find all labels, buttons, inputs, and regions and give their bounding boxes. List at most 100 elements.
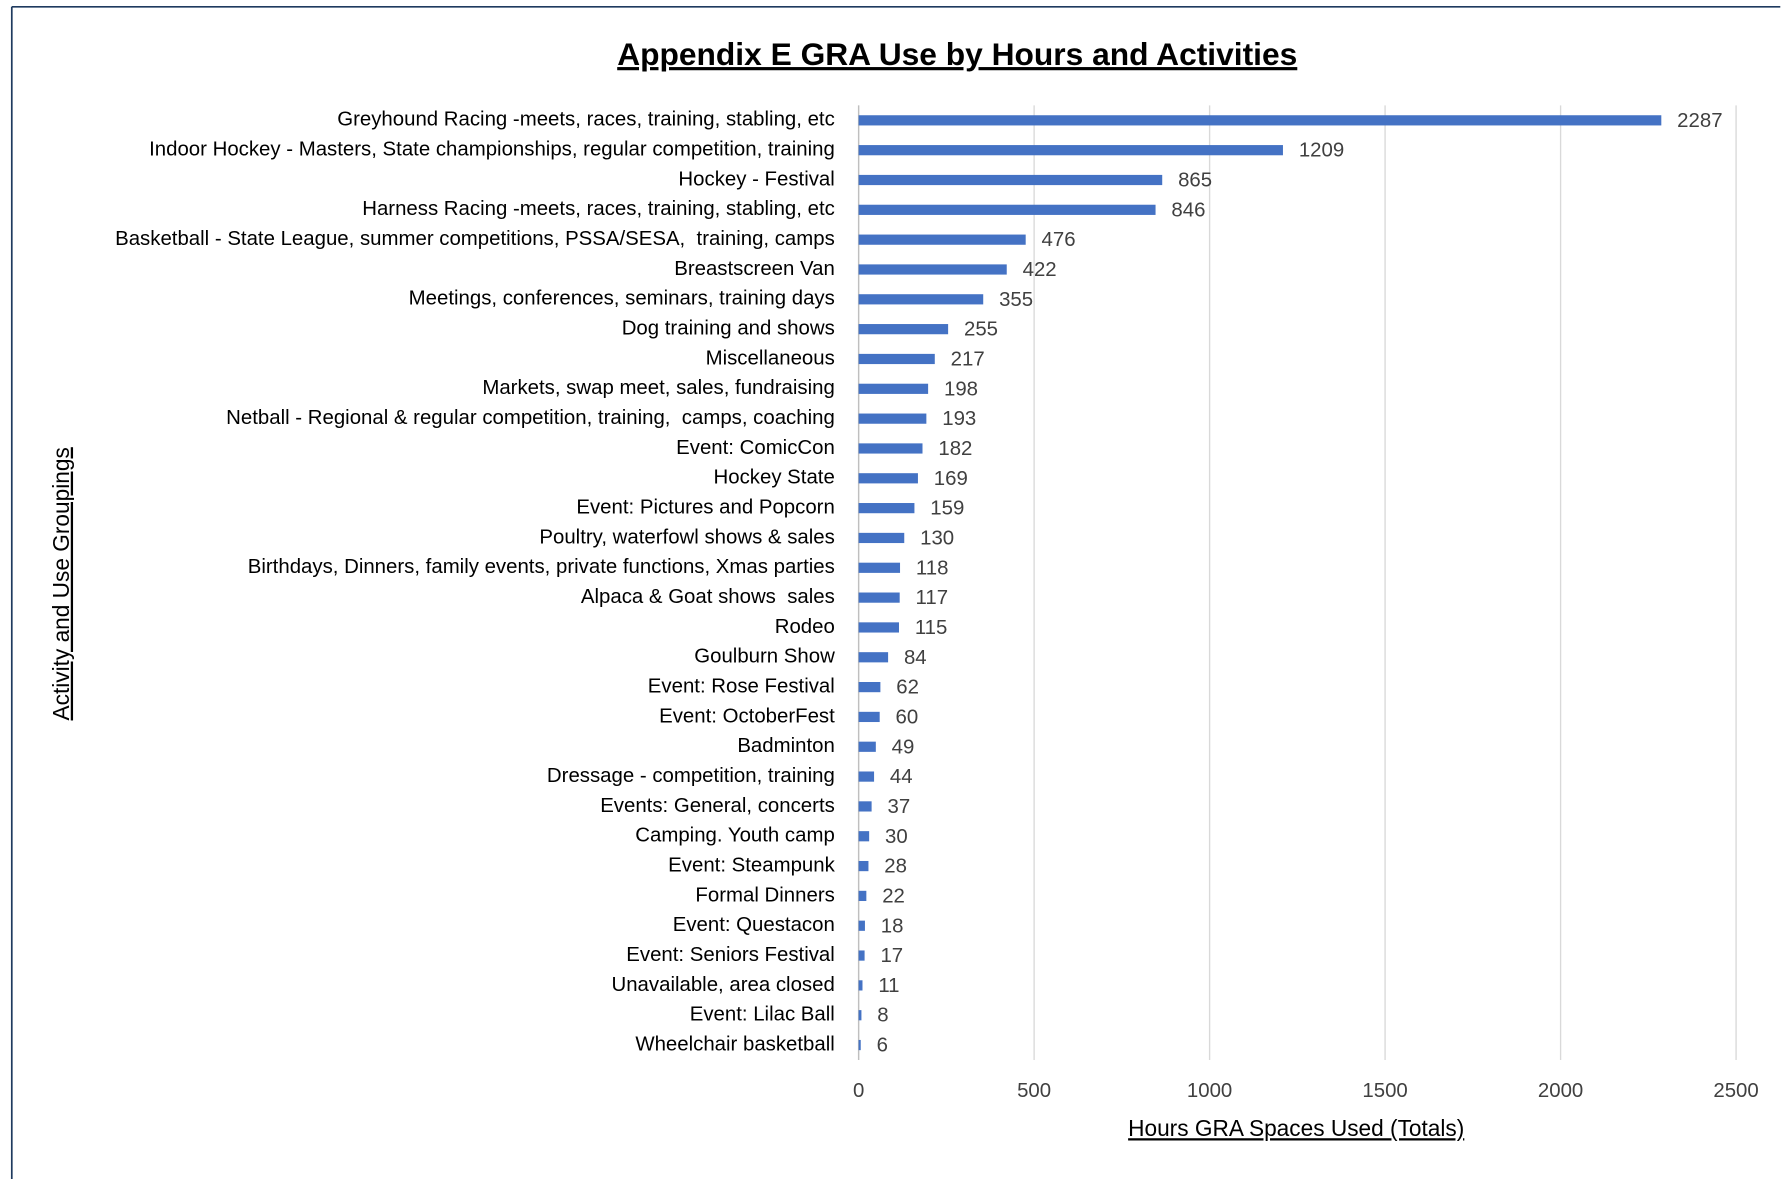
y-tick-label: Rodeo: [775, 616, 835, 638]
y-tick-label: Badminton: [737, 735, 834, 757]
bar: [858, 592, 900, 603]
data-label: 217: [951, 349, 985, 371]
bar: [858, 831, 870, 842]
x-tick-label: 1000: [1187, 1080, 1232, 1102]
bar: [858, 234, 1026, 245]
bar: [858, 204, 1156, 215]
data-label: 11: [878, 975, 899, 997]
y-tick-label: Hockey State: [714, 467, 835, 489]
bar: [858, 771, 875, 782]
y-tick-label: Dressage - competition, training: [547, 765, 835, 787]
bar: [858, 652, 889, 663]
x-tick-label: 0: [853, 1080, 864, 1102]
data-label: 30: [885, 826, 908, 848]
data-label: 476: [1042, 229, 1076, 251]
y-tick-label: Greyhound Racing -meets, races, training…: [337, 109, 835, 131]
data-label: 17: [880, 945, 903, 967]
data-label: 255: [964, 319, 998, 341]
data-label: 169: [934, 468, 968, 490]
y-tick-label: Camping. Youth camp: [635, 825, 835, 847]
chart-title: Appendix E GRA Use by Hours and Activiti…: [617, 36, 1297, 72]
bar: [858, 711, 880, 723]
data-label: 18: [881, 915, 904, 937]
data-label: 193: [942, 408, 976, 430]
x-tick-label: 1500: [1362, 1080, 1407, 1102]
bar: [858, 383, 929, 394]
bar: [858, 413, 927, 424]
y-tick-label: Indoor Hockey - Masters, State champions…: [149, 139, 835, 161]
x-tick-label: 2000: [1538, 1080, 1583, 1102]
y-tick-label: Markets, swap meet, sales, fundraising: [482, 377, 834, 399]
data-label: 198: [944, 378, 978, 400]
bar: [858, 503, 915, 514]
y-tick-label: Birthdays, Dinners, family events, priva…: [248, 556, 835, 578]
bar: [858, 174, 1163, 186]
data-label: 159: [930, 498, 964, 520]
data-label: 1209: [1299, 140, 1344, 162]
bar: [858, 950, 865, 961]
x-tick-label: 500: [1017, 1080, 1051, 1102]
data-label: 22: [882, 885, 905, 907]
x-tick-label: 2500: [1713, 1080, 1758, 1102]
data-label: 37: [887, 796, 910, 818]
bar: [858, 294, 984, 305]
bar: [858, 801, 872, 812]
bar: [858, 532, 905, 544]
bar: [858, 741, 876, 752]
bar: [858, 324, 949, 335]
bar: [858, 115, 1662, 126]
data-label: 422: [1023, 259, 1057, 281]
y-tick-label: Event: OctoberFest: [659, 705, 835, 727]
data-label: 130: [920, 527, 954, 549]
bar: [858, 353, 935, 365]
data-label: 62: [896, 677, 919, 699]
y-tick-label: Event: ComicCon: [676, 437, 835, 459]
bar: [858, 473, 918, 484]
y-tick-label: Event: Lilac Ball: [690, 1004, 835, 1026]
data-label: 115: [915, 617, 948, 639]
data-label: 355: [999, 289, 1033, 311]
y-tick-label: Harness Racing -meets, races, training, …: [362, 198, 835, 220]
bar: [858, 890, 867, 902]
y-tick-label: Netball - Regional & regular competition…: [226, 407, 835, 429]
bar: [858, 264, 1007, 275]
data-label: 49: [892, 736, 915, 758]
y-tick-label: Formal Dinners: [695, 884, 834, 906]
bar: [858, 1039, 861, 1051]
data-label: 84: [904, 647, 927, 669]
data-label: 182: [938, 438, 972, 460]
y-tick-label: Wheelchair basketball: [635, 1033, 834, 1055]
y-tick-label: Poultry, waterfowl shows & sales: [539, 526, 834, 548]
y-tick-label: Event: Steampunk: [668, 854, 835, 876]
data-label: 8: [877, 1005, 888, 1027]
bar: [858, 1010, 862, 1021]
y-tick-label: Events: General, concerts: [600, 795, 835, 817]
y-tick-label: Hockey - Festival: [678, 168, 834, 190]
bar: [858, 443, 923, 454]
y-tick-label: Meetings, conferences, seminars, trainin…: [409, 288, 835, 310]
data-label: 6: [877, 1035, 888, 1057]
x-axis-label: Hours GRA Spaces Used (Totals): [1128, 1115, 1464, 1141]
bar: [858, 980, 863, 991]
data-label: 28: [884, 856, 907, 878]
data-label: 117: [916, 587, 949, 609]
bar: [858, 860, 869, 872]
bar: [858, 622, 899, 633]
y-tick-label: Goulburn Show: [694, 646, 835, 668]
bar: [858, 562, 901, 573]
data-label: 60: [896, 706, 919, 728]
y-tick-label: Event: Seniors Festival: [626, 944, 835, 966]
y-tick-label: Unavailable, area closed: [612, 974, 835, 996]
data-label: 865: [1178, 170, 1212, 192]
data-label: 118: [916, 557, 949, 579]
y-tick-label: Miscellaneous: [706, 347, 835, 369]
bar: [858, 920, 865, 931]
y-tick-label: Basketball - State League, summer compet…: [115, 228, 835, 250]
y-tick-label: Alpaca & Goat shows sales: [581, 586, 835, 608]
y-tick-label: Event: Rose Festival: [648, 675, 835, 697]
y-tick-label: Event: Pictures and Popcorn: [576, 497, 834, 519]
data-label: 2287: [1677, 110, 1722, 132]
y-tick-label: Dog training and shows: [622, 318, 835, 340]
y-tick-label: Event: Questacon: [673, 914, 835, 936]
